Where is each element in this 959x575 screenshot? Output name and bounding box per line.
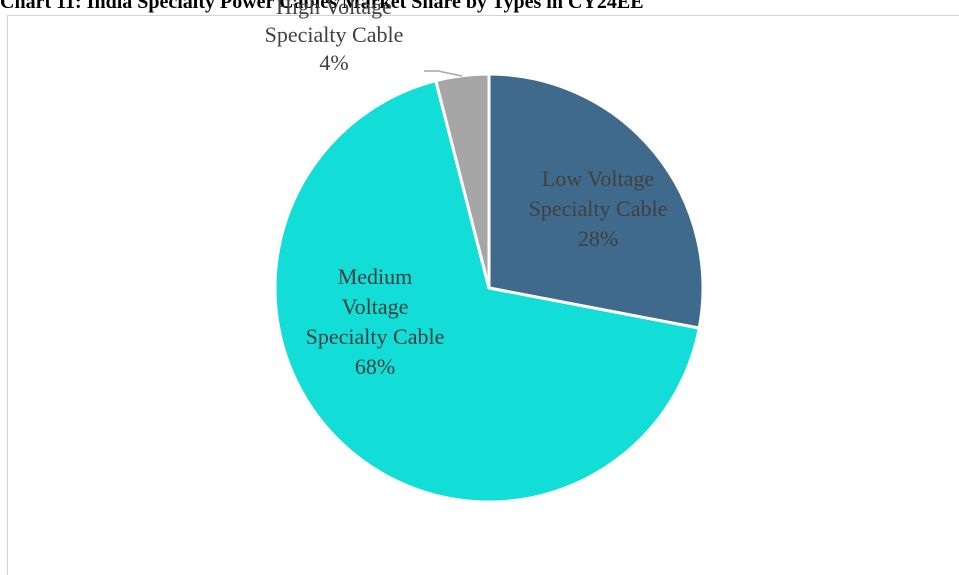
pie-label-line: Voltage [342,294,409,319]
pie-label-percent: 68% [355,354,395,379]
pie-label-percent: 28% [578,226,618,251]
pie-chart: Low Voltage Specialty Cable 28% Medium Volta… [0,0,959,563]
pie-label-line: Medium [338,264,413,289]
pie-label-line: High Voltage [276,0,392,19]
pie-label-line: Specialty Cable [529,196,668,221]
leader-line-high [424,71,462,76]
pie-label-line: Low Voltage [542,166,654,191]
pie-label-line: Specialty Cable [265,22,404,47]
pie-label-high: High Voltage Specialty Cable 4% [265,0,404,75]
pie-label-line: Specialty Cable [306,324,445,349]
pie-label-percent: 4% [319,50,348,75]
leader-lines [424,71,462,76]
